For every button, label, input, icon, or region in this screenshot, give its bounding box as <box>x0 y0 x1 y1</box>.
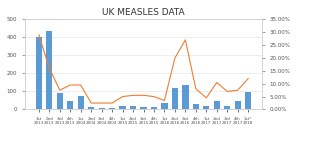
% positive of cases tested <box>142 94 145 96</box>
Line: % positive of cases tested: % positive of cases tested <box>39 35 248 103</box>
Bar <box>46 31 52 109</box>
% positive of cases tested <box>79 84 83 86</box>
% positive of cases tested <box>47 67 51 69</box>
% positive of cases tested <box>194 88 198 90</box>
% positive of cases tested <box>131 94 135 96</box>
Bar <box>214 101 220 109</box>
Bar <box>67 101 73 109</box>
Bar <box>119 106 126 109</box>
Bar <box>99 108 105 109</box>
Bar <box>235 101 241 109</box>
Bar <box>57 93 63 109</box>
% positive of cases tested <box>215 81 219 83</box>
Bar <box>161 103 168 109</box>
% positive of cases tested <box>173 57 177 59</box>
% positive of cases tested <box>110 102 114 104</box>
Bar <box>151 107 157 109</box>
Bar <box>245 92 251 109</box>
% positive of cases tested <box>163 99 166 101</box>
Bar <box>224 105 230 109</box>
Bar <box>88 107 94 109</box>
% positive of cases tested <box>246 78 250 80</box>
Title: UK MEASLES DATA: UK MEASLES DATA <box>102 8 185 17</box>
Bar <box>182 85 188 109</box>
% positive of cases tested <box>68 84 72 86</box>
Bar <box>109 108 115 109</box>
% positive of cases tested <box>58 89 62 91</box>
% positive of cases tested <box>183 39 187 41</box>
Bar <box>36 37 42 109</box>
% positive of cases tested <box>37 34 41 36</box>
% positive of cases tested <box>225 90 229 92</box>
Bar <box>172 88 178 109</box>
% positive of cases tested <box>204 97 208 99</box>
% positive of cases tested <box>236 89 240 91</box>
Bar <box>78 96 84 109</box>
Bar <box>130 106 136 109</box>
% positive of cases tested <box>89 102 93 104</box>
% positive of cases tested <box>152 96 156 98</box>
Bar <box>203 106 209 109</box>
Bar <box>140 107 147 109</box>
Bar <box>193 104 199 109</box>
% positive of cases tested <box>121 96 124 98</box>
% positive of cases tested <box>100 102 104 104</box>
